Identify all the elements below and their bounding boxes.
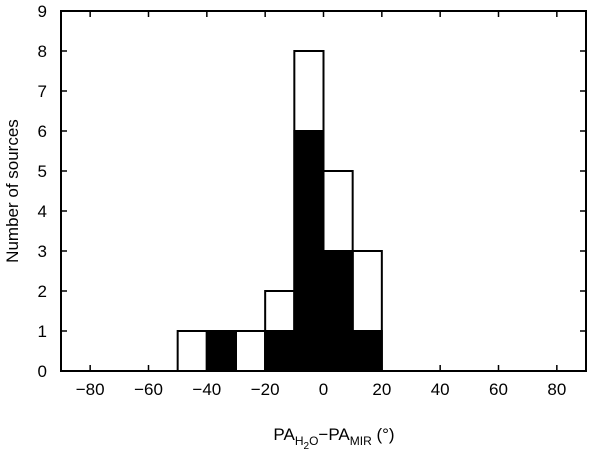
y-tick-label: 0	[38, 362, 47, 381]
x-axis-label-part: (°)	[372, 425, 395, 444]
x-tick-label: −40	[192, 380, 221, 399]
histogram-bars	[176, 50, 383, 372]
x-axis-label-part: 2	[304, 441, 310, 452]
x-tick-label: −80	[76, 380, 105, 399]
y-tick-label: 1	[38, 322, 47, 341]
y-axis-label: Number of sources	[3, 119, 22, 263]
x-axis-label-part: MIR	[350, 434, 372, 448]
y-tick-label: 9	[38, 2, 47, 21]
x-tick-label: 0	[319, 380, 328, 399]
x-axis-label-part: O	[309, 434, 318, 448]
x-axis-label-part: PA	[273, 425, 295, 444]
filled-bar-3	[322, 250, 354, 372]
y-tick-label: 2	[38, 282, 47, 301]
x-tick-label: 20	[372, 380, 391, 399]
x-tick-labels: −80 −60 −40 −20 0 20 40 60 80	[76, 380, 567, 399]
x-axis-label-part: −PA	[318, 425, 350, 444]
x-axis-label: PAH2O−PAMIR (°)	[273, 425, 394, 452]
outline-bar-2	[235, 330, 267, 372]
y-tick-label: 8	[38, 42, 47, 61]
x-tick-label: 40	[431, 380, 450, 399]
x-tick-label: −20	[251, 380, 280, 399]
axis-ticks	[61, 11, 586, 371]
x-tick-label: 60	[489, 380, 508, 399]
x-tick-label: 80	[547, 380, 566, 399]
filled-bar-0	[205, 330, 237, 372]
y-tick-labels: 0 1 2 3 4 5 6 7 8 9	[38, 2, 47, 381]
y-tick-label: 5	[38, 162, 47, 181]
y-tick-label: 6	[38, 122, 47, 141]
y-tick-label: 4	[38, 202, 47, 221]
filled-bar-4	[351, 330, 383, 372]
x-tick-label: −60	[134, 380, 163, 399]
x-axis-label-part: H	[295, 434, 304, 448]
y-tick-label: 3	[38, 242, 47, 261]
filled-bar-1	[264, 330, 296, 372]
y-tick-label: 7	[38, 82, 47, 101]
outline-bar-0	[176, 330, 208, 372]
filled-bar-2	[293, 130, 325, 372]
